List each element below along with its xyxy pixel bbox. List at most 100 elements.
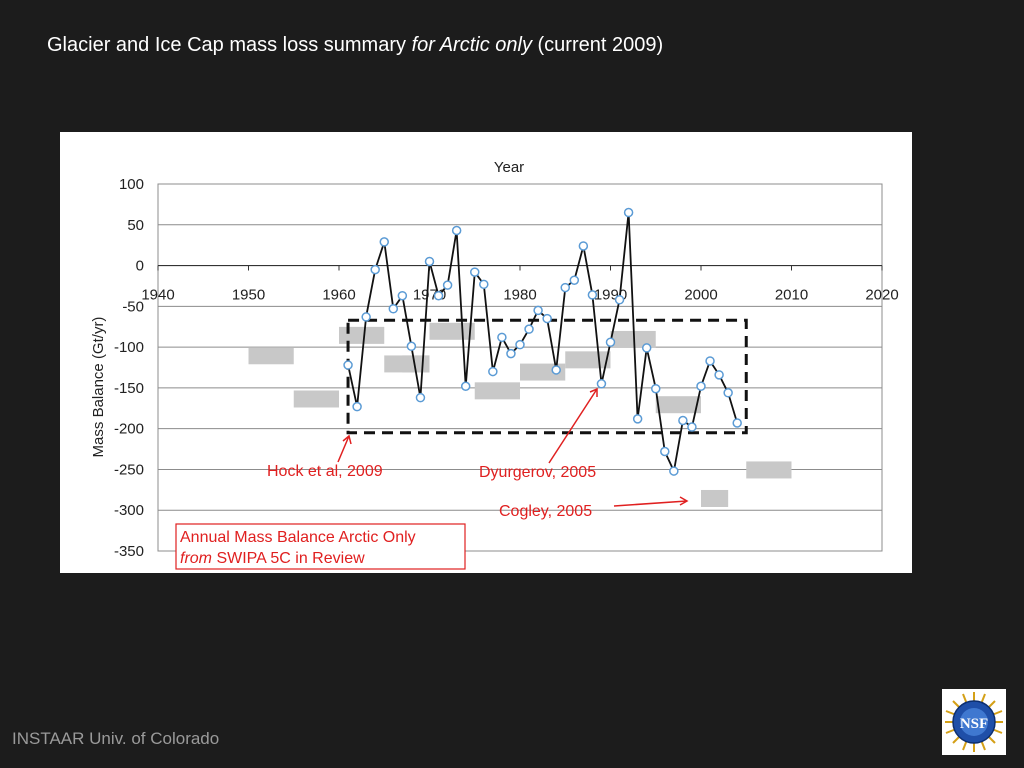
data-point — [352, 401, 362, 412]
data-point — [641, 343, 652, 353]
data-point — [397, 290, 408, 301]
data-point — [596, 379, 607, 389]
annotation-hock-arrowhead — [342, 434, 352, 445]
x-tick-label: 1980 — [503, 287, 536, 304]
data-point — [669, 466, 679, 476]
chart-title: Year — [494, 159, 524, 176]
data-point — [406, 341, 417, 352]
x-tick-label: 1960 — [322, 287, 355, 304]
estimate-bar — [474, 382, 520, 400]
logo-lettering: NSF — [960, 716, 988, 732]
y-tick-label: -350 — [114, 543, 144, 560]
x-tick-label: 2010 — [775, 287, 808, 304]
data-point — [651, 383, 661, 394]
data-point — [515, 339, 525, 350]
nsf-logo: NSF — [942, 689, 1006, 755]
caption-line-1: Annual Mass Balance Arctic Only — [180, 529, 416, 546]
data-point — [533, 305, 543, 316]
title-text-post: (current 2009) — [531, 34, 664, 56]
data-point — [542, 313, 552, 324]
data-point — [723, 388, 733, 398]
data-point — [343, 360, 353, 370]
estimate-bar — [746, 461, 792, 479]
axis-layer: 1940 1950 1960 1970 1980 1990 2000 2010 2020 — [141, 264, 899, 304]
data-point — [370, 264, 380, 275]
data-point — [569, 275, 580, 285]
title-text-emphasis: for Arctic only — [411, 34, 532, 56]
data-point — [732, 418, 742, 428]
data-point — [388, 304, 399, 314]
data-point — [705, 356, 715, 366]
estimate-bar — [339, 326, 385, 344]
data-point — [687, 422, 697, 432]
data-point — [497, 332, 507, 343]
caption-line-2-rest: SWIPA 5C in Review — [212, 550, 365, 567]
annotation-dyurgerov: Dyurgerov, 2005 — [479, 464, 596, 481]
data-point — [415, 392, 426, 403]
caption-line-2: from SWIPA 5C in Review — [180, 550, 365, 567]
data-point — [470, 267, 480, 277]
plot-frame — [157, 183, 883, 552]
annotation-hock-arrow — [337, 435, 350, 463]
y-tick-label: -100 — [114, 339, 144, 356]
data-point — [614, 295, 625, 305]
x-tick-label: 2020 — [865, 287, 898, 304]
estimate-bar — [293, 390, 339, 408]
chart-panel: 100 50 0 -50 -100 -150 -200 -250 -300 -350 1940 19… — [60, 132, 912, 573]
y-tick-label: -150 — [114, 380, 144, 397]
annotation-hock: Hock et al, 2009 — [267, 463, 383, 480]
data-point — [524, 324, 534, 334]
data-point — [632, 414, 643, 424]
data-point — [605, 337, 616, 347]
caption-line-2-emphasis: from — [180, 550, 212, 567]
x-tick-label: 1950 — [232, 287, 265, 304]
data-point — [714, 370, 724, 380]
annotation-cogley-arrow — [613, 500, 688, 507]
y-tick-label: -300 — [114, 502, 144, 519]
caption-box — [175, 523, 466, 570]
y-tick-label: -200 — [114, 421, 144, 438]
estimate-bar — [655, 396, 701, 414]
annotation-dyurgerov-arrow — [548, 388, 598, 464]
mass-balance-chart: 100 50 0 -50 -100 -150 -200 -250 -300 -350 1940 19… — [90, 159, 899, 570]
series-layer — [343, 207, 748, 476]
data-point — [442, 280, 453, 290]
data-point — [506, 348, 516, 359]
y-tick-label: -250 — [114, 461, 144, 478]
y-axis-label: Mass Balance (Gt/yr) — [90, 317, 107, 458]
y-tick-label: 100 — [119, 176, 144, 193]
estimate-bar — [565, 351, 611, 369]
footer-credit: INSTAAR Univ. of Colorado — [12, 729, 220, 748]
data-point — [433, 290, 444, 301]
estimate-bar — [248, 347, 294, 365]
grid-layer: 100 50 0 -50 -100 -150 -200 -250 -300 -350 — [114, 176, 883, 560]
x-tick-label: 2000 — [684, 287, 717, 304]
x-tick-label: 1940 — [141, 287, 174, 304]
data-point — [479, 279, 489, 290]
annotation-cogley: Cogley, 2005 — [499, 503, 592, 520]
data-point — [424, 256, 435, 267]
annotation-dyurgerov-arrowhead — [589, 387, 598, 397]
data-point — [451, 225, 462, 236]
data-point — [696, 381, 706, 392]
data-point — [623, 207, 634, 218]
annotation-cogley-arrowhead — [679, 496, 689, 506]
data-point — [379, 237, 389, 247]
data-point — [560, 282, 570, 293]
slide-title: Glacier and Ice Cap mass loss summary fo… — [47, 34, 663, 57]
data-point — [587, 290, 598, 300]
y-tick-label: 50 — [127, 217, 144, 234]
data-point — [578, 241, 589, 251]
data-point — [660, 446, 670, 457]
estimate-bar — [610, 330, 656, 348]
data-point — [551, 365, 561, 375]
title-text-pre: Glacier and Ice Cap mass loss summary — [47, 34, 412, 56]
data-point — [488, 366, 498, 377]
data-point — [678, 415, 688, 426]
annotation-layer: Hock et al, 2009 Dyurgerov, 2005 Cogley, 2… — [175, 387, 689, 570]
y-tick-label: 0 — [136, 258, 144, 275]
data-point — [361, 312, 371, 322]
y-tick-label: -50 — [122, 298, 144, 315]
estimate-bar — [701, 489, 729, 507]
data-point — [460, 381, 471, 392]
